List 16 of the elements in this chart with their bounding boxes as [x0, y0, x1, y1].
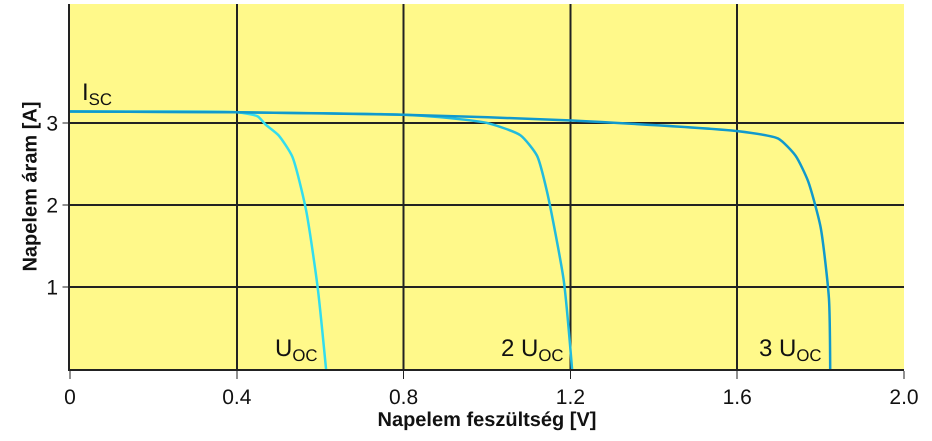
annotation: U$_{OC}$: [275, 335, 318, 366]
x-tick-label: 2.0: [889, 386, 919, 409]
y-tick-label: 3: [46, 112, 58, 136]
annotation: I$_{SC}$: [82, 79, 112, 110]
x-tick-label: 0: [64, 386, 76, 409]
annotation: 2 U$_{OC}$: [501, 335, 564, 366]
y-tick-label: 1: [46, 276, 58, 300]
x-tick-label: 1.6: [722, 386, 752, 409]
y-axis-title: Napelem áram [A]: [19, 101, 42, 272]
line-series: [70, 110, 832, 369]
x-tick-label: 0.4: [222, 386, 252, 409]
x-tick-label: 1.2: [556, 386, 585, 409]
x-axis-title: Napelem feszültség [V]: [378, 408, 596, 431]
x-tick-label: 0.8: [389, 386, 418, 409]
y-tick-label: 2: [46, 194, 58, 218]
annotation: 3 U$_{OC}$: [759, 335, 822, 366]
